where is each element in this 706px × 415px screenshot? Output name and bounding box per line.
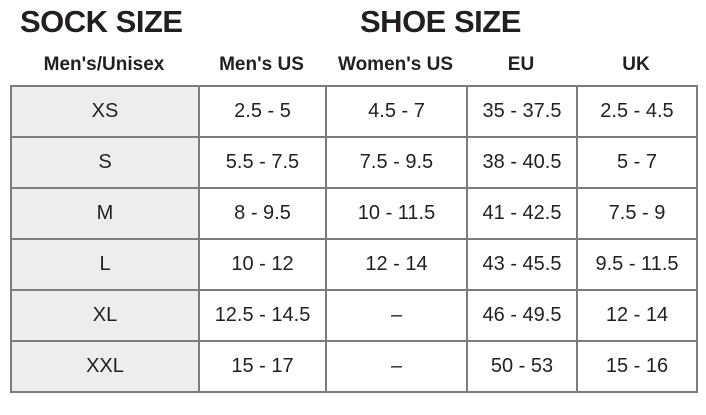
size-table: XS 2.5 - 5 4.5 - 7 35 - 37.5 2.5 - 4.5 S 5.5 -… xyxy=(10,85,698,393)
size-value-cell: 12.5 - 14.5 xyxy=(198,289,327,342)
table-row: XS 2.5 - 5 4.5 - 7 35 - 37.5 2.5 - 4.5 xyxy=(10,85,698,138)
size-value-cell: 35 - 37.5 xyxy=(466,85,578,138)
size-value-cell: 12 - 14 xyxy=(576,289,698,342)
size-value-cell: 10 - 11.5 xyxy=(325,187,468,240)
row-header-cell: S xyxy=(10,136,200,189)
size-value-cell: 46 - 49.5 xyxy=(466,289,578,342)
row-header-cell: XS xyxy=(10,85,200,138)
size-value-cell: 43 - 45.5 xyxy=(466,238,578,291)
table-row: XL 12.5 - 14.5–46 - 49.5 12 - 14 xyxy=(10,289,698,342)
column-header-men-s-unisex: Men's/Unisex xyxy=(43,54,165,75)
size-value-cell: 2.5 - 5 xyxy=(198,85,327,138)
size-value-cell: 38 - 40.5 xyxy=(466,136,578,189)
table-row: XXL 15 - 17–50 - 53 15 - 16 xyxy=(10,340,698,393)
size-value-cell: 12 - 14 xyxy=(325,238,468,291)
size-value-cell: 8 - 9.5 xyxy=(198,187,327,240)
row-header-cell: L xyxy=(10,238,200,291)
size-value-cell: 9.5 - 11.5 xyxy=(576,238,698,291)
size-value-cell: 5 - 7 xyxy=(576,136,698,189)
column-header-uk: UK xyxy=(622,54,650,75)
size-value-cell: 4.5 - 7 xyxy=(325,85,468,138)
column-header-eu: EU xyxy=(507,54,535,75)
size-value-cell: 15 - 17 xyxy=(198,340,327,393)
sock-size-title: SOCK SIZE xyxy=(20,4,183,39)
size-value-cell: – xyxy=(325,289,468,342)
column-header-men-s-us: Men's US xyxy=(219,54,304,75)
table-row: S 5.5 - 7.5 7.5 - 9.5 38 - 40.5 5 - 7 xyxy=(10,136,698,189)
size-value-cell: 50 - 53 xyxy=(466,340,578,393)
size-value-cell: – xyxy=(325,340,468,393)
row-header-cell: M xyxy=(10,187,200,240)
column-headers: Men's/Unisex Men's US Women's US EU UK xyxy=(10,50,696,80)
table-row: L 10 - 12 12 - 14 43 - 45.5 9.5 - 11.5 xyxy=(10,238,698,291)
size-value-cell: 15 - 16 xyxy=(576,340,698,393)
size-value-cell: 10 - 12 xyxy=(198,238,327,291)
size-value-cell: 7.5 - 9.5 xyxy=(325,136,468,189)
shoe-size-title: SHOE SIZE xyxy=(360,4,521,39)
size-value-cell: 5.5 - 7.5 xyxy=(198,136,327,189)
row-header-cell: XL xyxy=(10,289,200,342)
row-header-cell: XXL xyxy=(10,340,200,393)
column-header-women-s-us: Women's US xyxy=(337,54,454,75)
size-value-cell: 41 - 42.5 xyxy=(466,187,578,240)
size-value-cell: 7.5 - 9 xyxy=(576,187,698,240)
size-value-cell: 2.5 - 4.5 xyxy=(576,85,698,138)
